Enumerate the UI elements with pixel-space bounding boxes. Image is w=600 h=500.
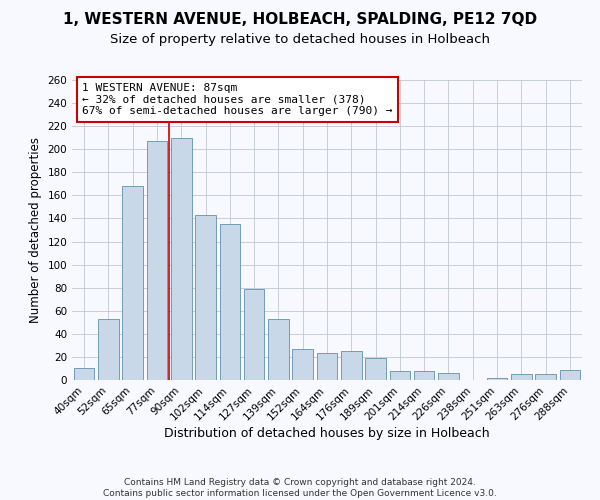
Bar	[122, 186, 143, 380]
Bar	[365, 358, 386, 380]
Text: 1 WESTERN AVENUE: 87sqm
← 32% of detached houses are smaller (378)
67% of semi-d: 1 WESTERN AVENUE: 87sqm ← 32% of detache…	[82, 83, 392, 116]
Bar	[220, 224, 240, 380]
Bar	[171, 138, 191, 380]
Bar	[317, 354, 337, 380]
Text: 1, WESTERN AVENUE, HOLBEACH, SPALDING, PE12 7QD: 1, WESTERN AVENUE, HOLBEACH, SPALDING, P…	[63, 12, 537, 28]
Bar	[195, 215, 216, 380]
Text: Contains HM Land Registry data © Crown copyright and database right 2024.
Contai: Contains HM Land Registry data © Crown c…	[103, 478, 497, 498]
Y-axis label: Number of detached properties: Number of detached properties	[29, 137, 42, 323]
X-axis label: Distribution of detached houses by size in Holbeach: Distribution of detached houses by size …	[164, 428, 490, 440]
Text: Size of property relative to detached houses in Holbeach: Size of property relative to detached ho…	[110, 32, 490, 46]
Bar	[292, 349, 313, 380]
Bar	[244, 289, 265, 380]
Bar	[511, 374, 532, 380]
Bar	[560, 370, 580, 380]
Bar	[268, 319, 289, 380]
Bar	[487, 378, 508, 380]
Bar	[146, 141, 167, 380]
Bar	[341, 351, 362, 380]
Bar	[98, 319, 119, 380]
Bar	[535, 374, 556, 380]
Bar	[74, 368, 94, 380]
Bar	[389, 371, 410, 380]
Bar	[438, 373, 459, 380]
Bar	[414, 371, 434, 380]
